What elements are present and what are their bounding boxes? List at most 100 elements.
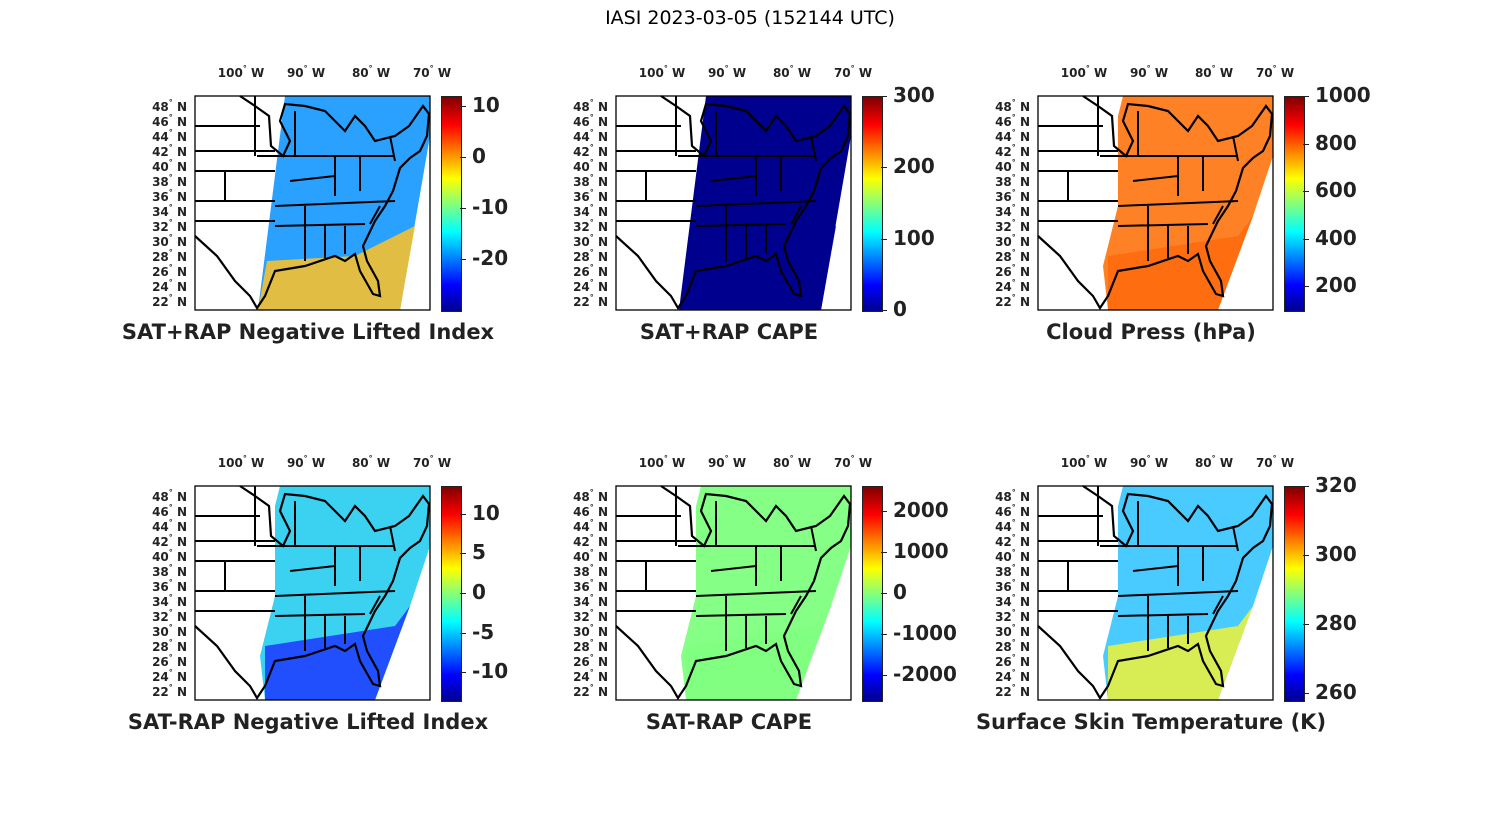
- lat-label: 36° N: [995, 578, 1030, 594]
- colorbar-tick-mark: [1303, 96, 1309, 97]
- lon-label: 70° W: [412, 454, 452, 470]
- colorbar-tick-mark: [881, 593, 887, 594]
- colorbar-tick-label: 0: [472, 144, 486, 169]
- colorbar-tick-label: 10: [472, 500, 500, 525]
- panel-title: Cloud Press (hPa): [1046, 320, 1256, 344]
- colorbar-tick-label: 1000: [1315, 83, 1371, 107]
- lat-label: 26° N: [995, 263, 1030, 279]
- data-swath-south: [265, 606, 410, 700]
- lat-label: 28° N: [995, 248, 1030, 264]
- lon-label: 90° W: [707, 454, 747, 470]
- colorbar-tick-mark: [1303, 238, 1309, 240]
- panel-title: SAT-RAP CAPE: [645, 710, 813, 734]
- lat-label: 44° N: [573, 128, 608, 144]
- lat-label: 28° N: [152, 638, 187, 654]
- lat-label: 26° N: [152, 653, 187, 669]
- colorbar-tick-label: 300: [1315, 542, 1357, 567]
- colorbar-tick-label: 10: [472, 93, 500, 118]
- lat-label: 46° N: [152, 113, 187, 129]
- colorbar-tick-label: 280: [1315, 611, 1357, 636]
- lat-label: 44° N: [573, 518, 608, 534]
- colorbar-tick-mark: [1303, 624, 1309, 626]
- colorbar-tick-label: 5: [472, 540, 486, 565]
- state-border: [1117, 223, 1209, 227]
- lat-label: 34° N: [152, 593, 187, 609]
- lon-label: 100° W: [217, 454, 265, 470]
- state-border: [695, 223, 787, 227]
- lon-label: 80° W: [351, 64, 391, 80]
- lat-label: 48° N: [995, 98, 1030, 114]
- state-border: [810, 135, 817, 162]
- colorbar-tick-label: 300: [893, 83, 935, 107]
- lat-label: 46° N: [573, 113, 608, 129]
- colorbar: [441, 96, 462, 312]
- lat-label: 38° N: [152, 173, 187, 189]
- lat-label: 40° N: [152, 548, 187, 564]
- state-border: [695, 590, 817, 597]
- colorbar-tick-label: 200: [1315, 273, 1357, 298]
- lat-label: 36° N: [573, 578, 608, 594]
- state-border: [1232, 135, 1239, 162]
- lat-label: 26° N: [995, 653, 1030, 669]
- coastline: [615, 95, 852, 311]
- state-border: [289, 565, 336, 572]
- lat-label: 32° N: [152, 608, 187, 624]
- map-frame: [1037, 485, 1274, 701]
- colorbar-tick-label: 0: [472, 580, 486, 604]
- colorbar-tick-mark: [881, 634, 887, 636]
- colorbar-tick-label: 320: [1315, 473, 1357, 497]
- lat-label: 32° N: [995, 608, 1030, 624]
- map-frame: [194, 485, 431, 701]
- colorbar: [441, 486, 462, 702]
- lat-label: 26° N: [152, 263, 187, 279]
- lat-label: 36° N: [152, 578, 187, 594]
- coastline: [194, 95, 431, 311]
- map-panel-3: [1037, 95, 1274, 311]
- map-panel-5: [615, 485, 852, 701]
- colorbar-tick-mark: [881, 96, 887, 97]
- coastline: [1037, 485, 1274, 701]
- panel-title: SAT-RAP Negative Lifted Index: [127, 710, 489, 734]
- panel-title: SAT+RAP Negative Lifted Index: [121, 320, 495, 344]
- state-border: [1212, 205, 1224, 225]
- colorbar-tick-mark: [460, 513, 466, 515]
- colorbar-tick-mark: [881, 675, 887, 677]
- colorbar-tick-label: 2000: [893, 497, 949, 522]
- lat-label: 36° N: [152, 188, 187, 204]
- state-border: [274, 613, 366, 617]
- lon-label: 90° W: [1129, 454, 1169, 470]
- lat-label: 40° N: [995, 158, 1030, 174]
- data-swath-south: [258, 226, 415, 310]
- lon-label: 90° W: [286, 454, 326, 470]
- state-border: [710, 175, 757, 182]
- colorbar-tick-label: 800: [1315, 130, 1357, 155]
- colorbar-tick-mark: [1303, 555, 1309, 557]
- lat-label: 32° N: [152, 218, 187, 234]
- lat-label: 42° N: [152, 143, 187, 159]
- lat-label: 40° N: [573, 548, 608, 564]
- lat-label: 28° N: [152, 248, 187, 264]
- map-frame: [1037, 95, 1274, 311]
- map-panel-2: [615, 95, 852, 311]
- colorbar-tick-mark: [460, 593, 466, 594]
- lat-label: 48° N: [995, 488, 1030, 504]
- state-border: [695, 613, 787, 617]
- lat-label: 48° N: [152, 98, 187, 114]
- lat-label: 28° N: [573, 638, 608, 654]
- lat-label: 22° N: [573, 293, 608, 309]
- colorbar-tick-label: 400: [1315, 225, 1357, 250]
- state-border: [695, 200, 817, 207]
- map-panel-1: [194, 95, 431, 311]
- lat-label: 34° N: [995, 203, 1030, 219]
- lat-label: 38° N: [995, 173, 1030, 189]
- colorbar-tick-mark: [1303, 143, 1309, 145]
- lat-label: 32° N: [573, 218, 608, 234]
- lat-label: 34° N: [573, 593, 608, 609]
- colorbar: [1284, 96, 1305, 312]
- lat-label: 46° N: [573, 503, 608, 519]
- data-swath-south: [679, 226, 836, 310]
- lat-label: 38° N: [995, 563, 1030, 579]
- lon-label: 90° W: [1129, 64, 1169, 80]
- lat-label: 34° N: [573, 203, 608, 219]
